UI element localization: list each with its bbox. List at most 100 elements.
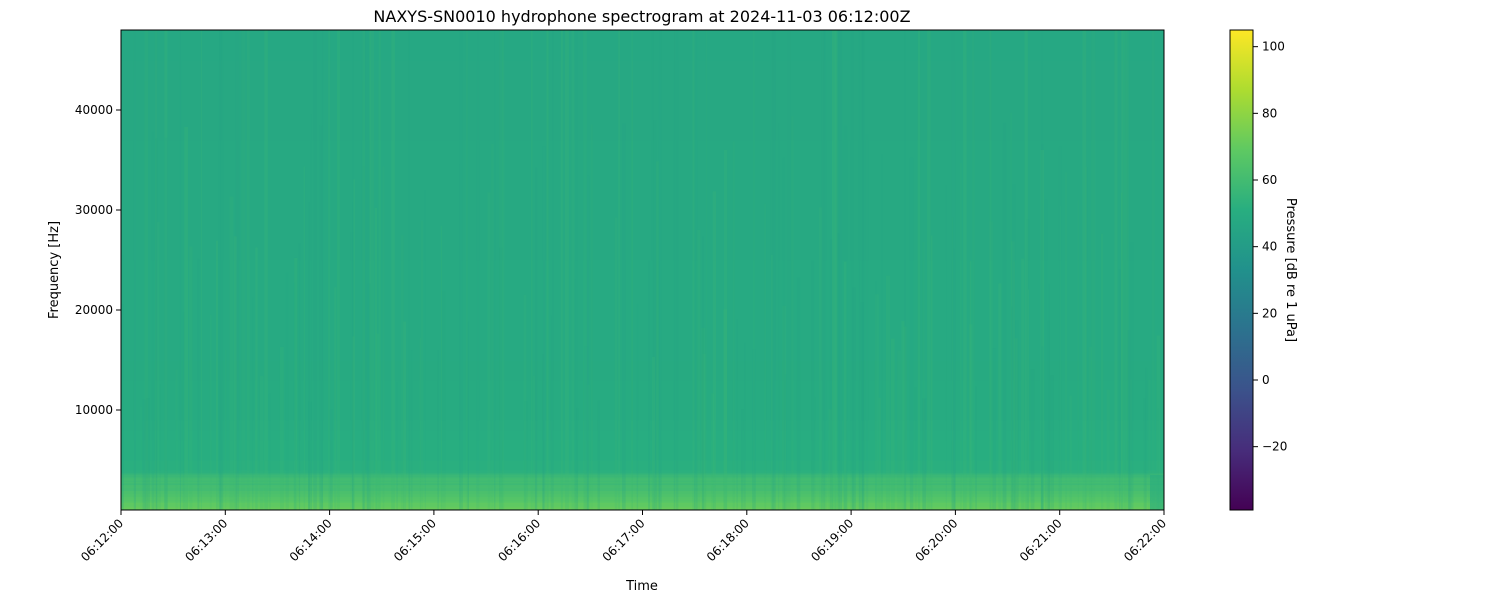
heatmap-row — [121, 60, 1164, 71]
heatmap-streak — [1077, 200, 1079, 510]
heatmap-streak — [534, 167, 538, 510]
heatmap-row — [121, 250, 1164, 261]
heatmap-streak — [459, 164, 461, 511]
heatmap-streak — [246, 30, 250, 510]
heatmap-streak — [403, 321, 407, 510]
heatmap-streak — [369, 30, 371, 510]
colorbar-tick-label: −20 — [1262, 440, 1287, 454]
colorbar-tick-label: 40 — [1262, 240, 1277, 254]
heatmap-streak — [990, 30, 992, 510]
colorbar-tick-label: 0 — [1262, 373, 1270, 387]
heatmap-streak — [584, 346, 589, 510]
heatmap-streak — [838, 30, 843, 510]
heatmap-row — [121, 496, 1164, 499]
heatmap-streak — [711, 393, 715, 510]
heatmap-streak — [972, 30, 975, 510]
heatmap-streak — [159, 384, 162, 510]
heatmap-streak — [1125, 30, 1130, 510]
x-axis: 06:12:00 06:13:00 06:14:00 06:15:00 06:16:00… — [78, 510, 1169, 564]
heatmap-row — [121, 487, 1164, 490]
heatmap-streak — [696, 229, 701, 510]
heatmap-streak — [419, 338, 421, 510]
colorbar-label: Pressure [dB re 1 uPa] — [1283, 198, 1298, 342]
heatmap-row — [121, 50, 1164, 61]
heatmap-streak — [209, 314, 212, 510]
heatmap-row — [121, 130, 1164, 141]
heatmap-streak — [542, 146, 546, 510]
heatmap-streak — [1148, 379, 1151, 510]
heatmap-streak — [1156, 335, 1161, 510]
heatmap-streak — [313, 30, 317, 510]
heatmap-row — [121, 507, 1164, 509]
heatmap-streak — [656, 161, 659, 510]
heatmap-streak — [850, 30, 854, 510]
heatmap-streak — [352, 336, 355, 510]
heatmap-streak — [1048, 283, 1050, 510]
heatmap-row — [121, 40, 1164, 51]
heatmap-streak — [571, 30, 575, 510]
heatmap-streak — [705, 30, 707, 510]
heatmap-row — [121, 260, 1164, 271]
heatmap-row — [121, 110, 1164, 121]
heatmap-streak — [658, 30, 662, 510]
x-tick-label: 06:20:00 — [913, 516, 961, 564]
heatmap-row — [121, 120, 1164, 131]
heatmap-streak — [1044, 199, 1048, 510]
heatmap-streak — [904, 30, 906, 510]
heatmap-streak — [771, 254, 773, 510]
heatmap-streak — [252, 297, 254, 510]
heatmap-streak — [692, 30, 696, 510]
heatmap-streak — [741, 409, 744, 510]
heatmap-streak — [909, 157, 914, 510]
heatmap-streak — [293, 282, 296, 510]
heatmap-streak — [550, 315, 552, 510]
heatmap-streak — [361, 30, 366, 510]
heatmap-streak — [259, 376, 264, 510]
heatmap-streak — [410, 350, 413, 510]
heatmap-row — [121, 230, 1164, 241]
heatmap-streak — [233, 236, 237, 510]
heatmap-streak — [499, 247, 503, 510]
heatmap-streak — [574, 279, 576, 510]
heatmap-streak — [901, 321, 905, 510]
heatmap-streak — [814, 396, 816, 510]
heatmap-streak — [542, 354, 544, 510]
colorbar — [1229, 29, 1254, 511]
heatmap-streak — [652, 356, 656, 510]
heatmap-streak — [1122, 30, 1126, 510]
heatmap-streak — [279, 346, 284, 510]
heatmap-streak — [441, 290, 446, 510]
heatmap-streak — [396, 382, 398, 510]
heatmap-streak — [752, 349, 756, 510]
heatmap-streak — [303, 166, 306, 510]
heatmap-streak — [530, 30, 533, 510]
heatmap-streak — [989, 221, 994, 510]
heatmap-row — [121, 502, 1164, 505]
heatmap-streak — [1118, 269, 1121, 510]
heatmap-row — [121, 450, 1164, 461]
heatmap-streak — [329, 409, 333, 510]
heatmap-row — [121, 370, 1164, 381]
heatmap-streak — [631, 133, 633, 511]
heatmap-row — [121, 490, 1164, 493]
heatmap-streak — [1114, 30, 1118, 510]
heatmap-edge — [1150, 475, 1164, 510]
heatmap-row — [121, 410, 1164, 421]
heatmap-streak — [586, 384, 591, 510]
heatmap-row — [121, 340, 1164, 351]
heatmap-streak — [1047, 320, 1050, 510]
x-tick-label: 06:21:00 — [1017, 516, 1065, 564]
heatmap-streak — [1143, 398, 1146, 510]
heatmap-row — [121, 90, 1164, 101]
heatmap-streak — [552, 30, 554, 510]
heatmap-streak — [1021, 258, 1025, 510]
heatmap-streak — [391, 30, 395, 510]
heatmap-streak — [308, 401, 312, 510]
heatmap-streak — [791, 116, 794, 510]
heatmap-streak — [657, 260, 661, 510]
y-axis: 10000 20000 30000 40000 — [75, 103, 121, 417]
heatmap-streak — [366, 30, 369, 510]
heatmap-streak — [1040, 149, 1045, 510]
heatmap-row — [121, 460, 1164, 471]
heatmap-streak — [1151, 30, 1155, 510]
